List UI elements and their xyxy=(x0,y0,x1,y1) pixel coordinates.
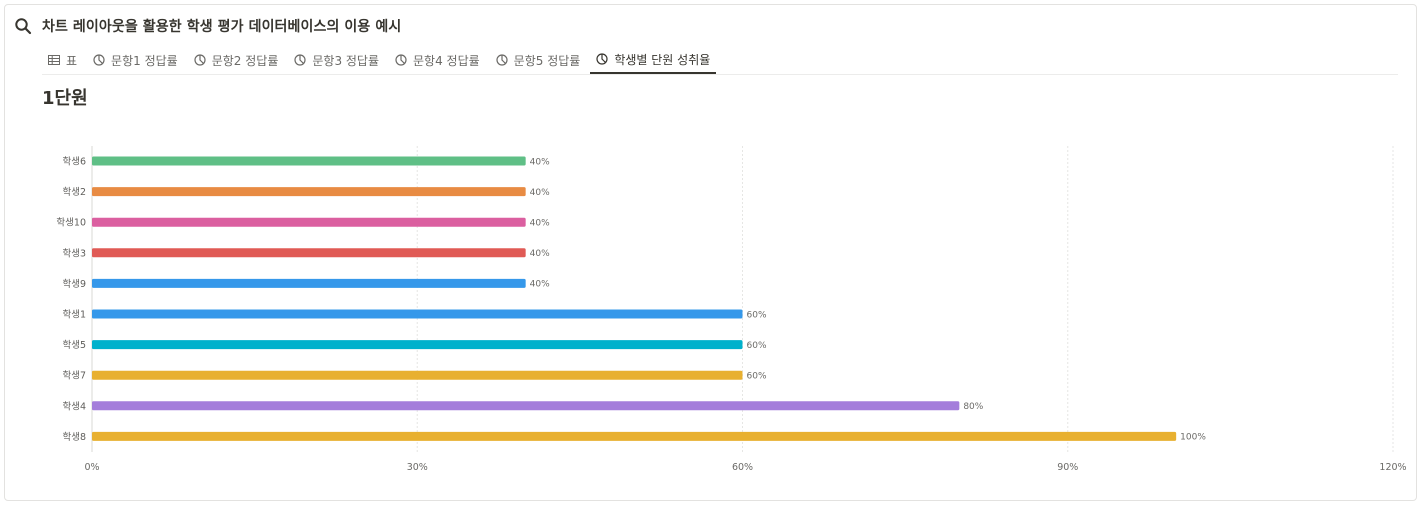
x-tick-label: 60% xyxy=(732,462,753,473)
bar xyxy=(92,248,526,258)
tab-label: 표 xyxy=(66,53,78,68)
tab-label: 문항3 정답률 xyxy=(312,53,380,68)
chart-icon xyxy=(395,54,407,66)
data-label: 40% xyxy=(530,157,550,167)
category-label: 학생8 xyxy=(62,432,86,443)
tab-label: 문항4 정답률 xyxy=(413,53,480,68)
data-label: 40% xyxy=(530,219,550,229)
category-label: 학생4 xyxy=(62,401,86,412)
data-label: 60% xyxy=(747,310,767,320)
tab-label: 문항2 정답률 xyxy=(211,53,279,68)
data-label: 60% xyxy=(747,341,767,351)
x-tick-label: 90% xyxy=(1057,462,1078,473)
category-label: 학생1 xyxy=(62,310,86,321)
bar xyxy=(92,431,1177,441)
bar xyxy=(92,370,743,380)
category-label: 학생7 xyxy=(62,371,86,382)
data-label: 60% xyxy=(747,372,767,382)
tab-q3-rate[interactable]: 문항3 정답률 xyxy=(288,46,385,74)
data-label: 40% xyxy=(530,249,550,259)
category-label: 학생6 xyxy=(62,157,86,168)
tab-q1-rate[interactable]: 문항1 정답률 xyxy=(87,46,184,74)
x-tick-label: 30% xyxy=(407,462,428,473)
data-label: 100% xyxy=(1180,433,1206,443)
bar xyxy=(92,156,526,166)
chart-icon xyxy=(294,54,306,66)
bar xyxy=(92,340,743,350)
tab-q5-rate[interactable]: 문항5 정답률 xyxy=(490,46,587,74)
tab-student-unit-achievement[interactable]: 학생별 단원 성취율 xyxy=(590,46,717,74)
tab-q2-rate[interactable]: 문항2 정답률 xyxy=(188,46,285,74)
tab-label: 학생별 단원 성취율 xyxy=(614,52,711,67)
tab-q4-rate[interactable]: 문항4 정답률 xyxy=(389,46,486,74)
view-tabs: 표 문항1 정답률 문항2 정답률 문항3 정답률 문항4 정답률 xyxy=(42,44,1398,75)
bar xyxy=(92,217,526,227)
bar xyxy=(92,309,743,319)
data-label: 40% xyxy=(530,188,550,198)
chart-icon xyxy=(496,54,508,66)
category-label: 학생9 xyxy=(62,279,86,290)
tab-table[interactable]: 표 xyxy=(42,46,83,74)
page-title: 차트 레이아웃을 활용한 학생 평가 데이터베이스의 이용 예시 xyxy=(42,19,402,35)
data-label: 80% xyxy=(963,402,983,412)
tab-label: 문항1 정답률 xyxy=(111,53,178,68)
tab-label: 문항5 정답률 xyxy=(513,53,581,68)
bar xyxy=(92,187,526,197)
table-icon xyxy=(48,55,60,65)
category-label: 학생5 xyxy=(62,340,86,351)
category-label: 학생2 xyxy=(62,187,86,198)
category-label: 학생10 xyxy=(56,218,86,229)
data-label: 40% xyxy=(530,280,550,290)
bar xyxy=(92,401,960,411)
category-label: 학생3 xyxy=(62,248,86,259)
chart-icon xyxy=(194,54,206,66)
search-icon[interactable] xyxy=(14,17,32,35)
chart-icon xyxy=(93,54,105,66)
x-tick-label: 120% xyxy=(1379,462,1406,473)
chart-icon xyxy=(596,53,608,65)
view-header: 차트 레이아웃을 활용한 학생 평가 데이터베이스의 이용 예시 xyxy=(14,14,401,38)
bar xyxy=(92,278,526,288)
chart-title: 1단원 xyxy=(42,88,88,109)
x-tick-label: 0% xyxy=(84,462,99,473)
